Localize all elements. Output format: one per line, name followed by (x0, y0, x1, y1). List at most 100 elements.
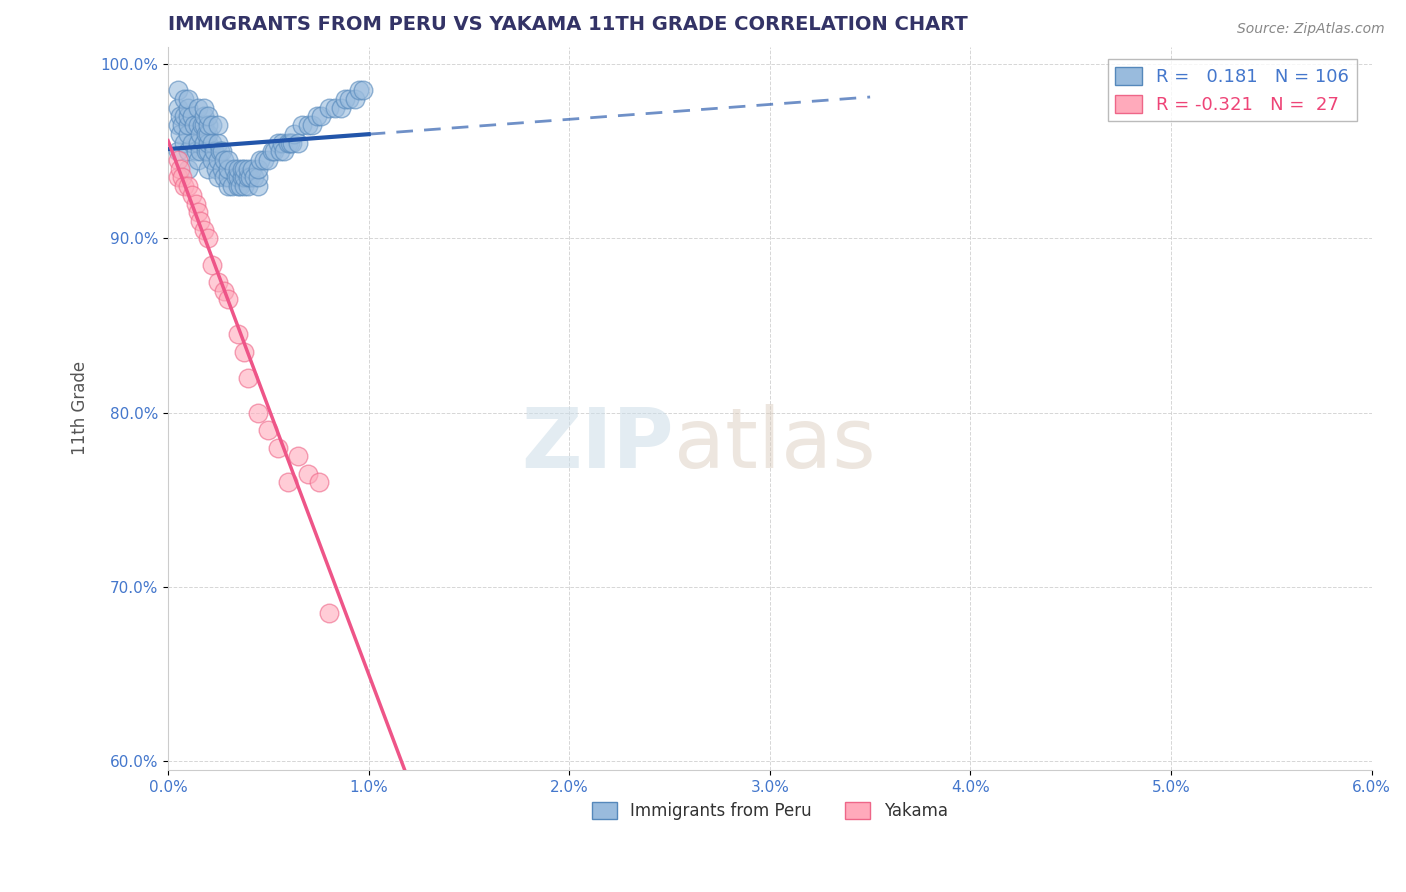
Point (287, 450, 309, 464)
Point (169, 161, 191, 176)
Point (195, 145, 218, 159)
Point (187, 136, 209, 150)
Point (177, 92, 200, 106)
Point (193, 136, 215, 150)
Point (277, 136, 299, 150)
Point (201, 136, 224, 150)
Point (172, 170, 194, 185)
Point (318, 101, 340, 115)
Point (263, 145, 285, 159)
Point (187, 205, 209, 219)
Point (226, 179, 249, 194)
Point (212, 284, 235, 298)
Point (305, 109, 328, 123)
Point (211, 161, 233, 176)
Point (167, 83, 190, 97)
Point (323, 101, 346, 115)
Point (197, 145, 219, 159)
Point (262, 145, 284, 159)
Point (217, 161, 239, 176)
Point (205, 161, 228, 176)
Point (257, 423, 280, 437)
Point (247, 179, 270, 194)
Point (243, 170, 266, 185)
Point (177, 109, 200, 123)
Point (177, 118, 200, 132)
Point (269, 145, 291, 159)
Point (207, 275, 229, 289)
Point (231, 161, 253, 176)
Y-axis label: 11th Grade: 11th Grade (72, 361, 89, 456)
Point (177, 127, 200, 141)
Point (197, 136, 219, 150)
Point (197, 109, 219, 123)
Point (172, 118, 194, 132)
Point (181, 187, 204, 202)
Point (173, 109, 195, 123)
Point (233, 179, 256, 194)
Point (217, 153, 239, 167)
Point (347, 83, 370, 97)
Legend: Immigrants from Peru, Yakama: Immigrants from Peru, Yakama (585, 796, 955, 827)
Point (267, 441, 290, 455)
Point (233, 161, 256, 176)
Point (238, 179, 260, 194)
Point (186, 196, 208, 211)
Point (167, 118, 190, 132)
Point (177, 179, 200, 194)
Text: ZIP: ZIP (522, 404, 673, 485)
Point (257, 153, 280, 167)
Point (187, 118, 209, 132)
Point (197, 118, 219, 132)
Point (167, 153, 190, 167)
Point (183, 118, 205, 132)
Point (297, 467, 319, 481)
Point (217, 170, 239, 185)
Point (201, 153, 224, 167)
Point (233, 170, 256, 185)
Point (193, 222, 215, 236)
Point (197, 231, 219, 245)
Point (297, 118, 319, 132)
Point (238, 170, 260, 185)
Point (193, 101, 215, 115)
Point (253, 153, 276, 167)
Point (186, 145, 208, 159)
Point (193, 109, 215, 123)
Point (187, 101, 209, 115)
Point (247, 406, 270, 420)
Point (177, 145, 200, 159)
Point (188, 145, 211, 159)
Point (169, 109, 191, 123)
Point (221, 179, 243, 194)
Point (240, 161, 263, 176)
Point (195, 127, 218, 141)
Point (207, 136, 229, 150)
Point (238, 371, 260, 385)
Point (193, 118, 215, 132)
Point (187, 153, 209, 167)
Point (173, 179, 195, 194)
Text: Source: ZipAtlas.com: Source: ZipAtlas.com (1237, 22, 1385, 37)
Point (181, 109, 204, 123)
Point (273, 145, 295, 159)
Point (201, 118, 224, 132)
Point (287, 136, 309, 150)
Point (188, 214, 211, 228)
Point (167, 101, 190, 115)
Point (181, 136, 204, 150)
Point (329, 101, 352, 115)
Point (233, 344, 256, 359)
Point (226, 170, 249, 185)
Point (318, 606, 340, 620)
Point (209, 145, 232, 159)
Point (277, 475, 299, 490)
Point (217, 293, 239, 307)
Point (283, 127, 305, 141)
Point (239, 170, 262, 185)
Point (247, 161, 270, 176)
Point (207, 118, 229, 132)
Point (191, 118, 214, 132)
Point (271, 136, 294, 150)
Point (167, 145, 190, 159)
